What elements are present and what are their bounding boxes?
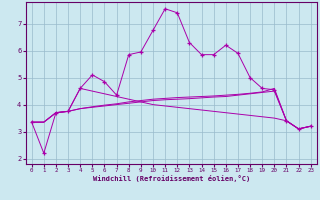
X-axis label: Windchill (Refroidissement éolien,°C): Windchill (Refroidissement éolien,°C) [92, 175, 250, 182]
